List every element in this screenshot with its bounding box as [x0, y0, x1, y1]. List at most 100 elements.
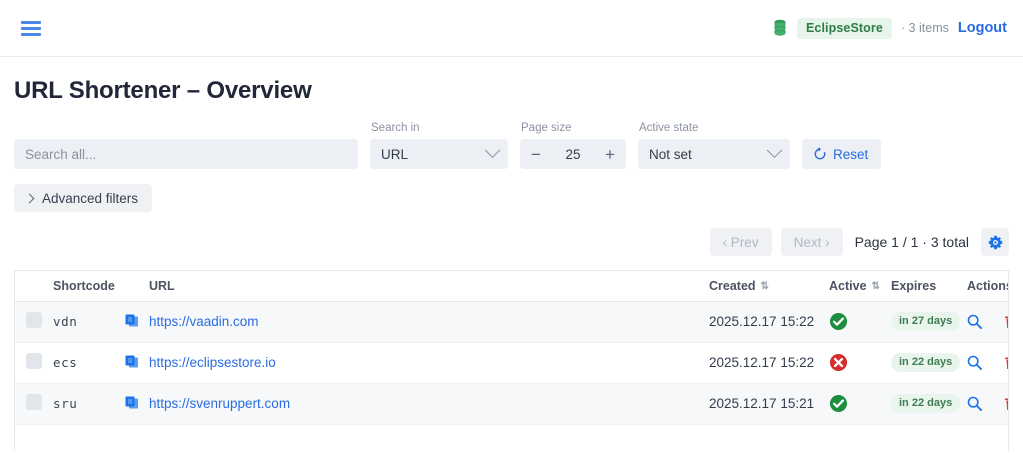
refresh-icon: [814, 147, 826, 160]
created-value: 2025.12.17 15:22: [709, 314, 815, 329]
hamburger-bar: [21, 20, 41, 24]
expires-badge: in 22 days: [891, 394, 961, 413]
row-url-cell: https://vaadin.com: [149, 301, 709, 343]
page-title: URL Shortener – Overview: [14, 77, 312, 104]
row-created-cell: 2025.12.17 15:22: [709, 301, 829, 343]
shortcode-value: ecs: [53, 355, 78, 370]
row-actions: [967, 355, 1009, 370]
row-select-cell: [15, 342, 53, 384]
row-shortcode-cell: ecs: [53, 342, 115, 384]
column-header-shortcode[interactable]: Shortcode: [53, 271, 115, 302]
row-copy-cell: [115, 301, 149, 343]
view-details-icon[interactable]: [967, 314, 982, 329]
table-header-row: Shortcode URL Created ⇅ Active ⇅ Expires A…: [15, 271, 1008, 302]
page-size-decrement-button[interactable]: −: [531, 144, 541, 164]
reset-button[interactable]: Reset: [802, 139, 882, 169]
advanced-filters-toggle[interactable]: Advanced filters: [14, 184, 153, 212]
store-badge: EclipseStore: [797, 17, 892, 39]
hamburger-icon[interactable]: [18, 17, 44, 39]
row-select-checkbox[interactable]: [26, 394, 42, 410]
table-body: vdn https://vaadin.com 2025.12.17 15:22: [15, 301, 1009, 425]
advanced-filters-label: Advanced filters: [42, 190, 139, 206]
url-link[interactable]: https://vaadin.com: [149, 314, 259, 329]
shortcode-value: sru: [53, 396, 78, 411]
row-shortcode-cell: vdn: [53, 301, 115, 343]
row-active-cell: [829, 383, 891, 425]
copy-icon[interactable]: [124, 396, 140, 411]
search-in-value: URL: [381, 146, 409, 162]
chevron-down-icon: [484, 141, 501, 158]
url-link[interactable]: https://svenruppert.com: [149, 396, 291, 411]
column-header-actions: Actions: [967, 271, 1008, 302]
row-expires-cell: in 27 days: [891, 301, 967, 343]
column-header-select: [15, 271, 53, 302]
reset-button-label: Reset: [833, 146, 869, 162]
row-actions: [967, 314, 1009, 329]
active-true-icon: [829, 312, 848, 331]
page-size-stepper[interactable]: − 25 +: [520, 139, 626, 169]
database-icon: [774, 19, 786, 36]
row-url-cell: https://eclipsestore.io: [149, 342, 709, 384]
row-actions-cell: [967, 342, 1009, 384]
copy-icon[interactable]: [124, 355, 140, 370]
page-status: Page 1 / 1 · 3 total: [854, 234, 969, 250]
row-shortcode-cell: sru: [53, 383, 115, 425]
sort-indicator-icon: ⇅: [760, 280, 769, 292]
row-actions-cell: [967, 301, 1009, 343]
expires-badge: in 22 days: [891, 353, 961, 372]
row-active-cell: [829, 342, 891, 384]
chevron-right-icon: [24, 193, 35, 203]
row-created-cell: 2025.12.17 15:22: [709, 342, 829, 384]
prev-page-button[interactable]: ‹ Prev: [709, 228, 772, 256]
table-header: Shortcode URL Created ⇅ Active ⇅ Expires A…: [15, 271, 1008, 302]
top-bar: EclipseStore · 3 items Logout: [0, 0, 1023, 57]
table-settings-button[interactable]: [981, 228, 1009, 256]
page-size-value: 25: [565, 146, 581, 162]
active-state-label: Active state: [639, 122, 699, 134]
top-bar-right: EclipseStore · 3 items Logout: [772, 17, 1007, 39]
row-expires-cell: in 22 days: [891, 383, 967, 425]
search-in-label: Search in: [371, 122, 420, 134]
column-header-active[interactable]: Active ⇅: [829, 271, 891, 302]
view-details-icon[interactable]: [967, 355, 982, 370]
urls-table-element: Shortcode URL Created ⇅ Active ⇅ Expires A…: [15, 271, 1009, 425]
row-select-cell: [15, 383, 53, 425]
pagination-bar: ‹ Prev Next › Page 1 / 1 · 3 total: [0, 212, 1023, 256]
search-in-field: Search in URL: [370, 122, 508, 169]
gear-icon: [988, 235, 1002, 249]
search-input[interactable]: [14, 139, 358, 169]
column-header-url[interactable]: URL: [149, 271, 709, 302]
table-row: sru https://svenruppert.com 2025.12.17 1…: [15, 383, 1009, 425]
search-in-select[interactable]: URL: [370, 139, 508, 169]
active-state-select[interactable]: Not set: [638, 139, 790, 169]
page-size-label: Page size: [521, 122, 572, 134]
hamburger-bar: [21, 26, 41, 30]
row-created-cell: 2025.12.17 15:21: [709, 383, 829, 425]
active-false-icon: [829, 353, 848, 372]
urls-table: Shortcode URL Created ⇅ Active ⇅ Expires A…: [14, 270, 1009, 451]
column-header-copy: [115, 271, 149, 302]
row-copy-cell: [115, 342, 149, 384]
logout-link[interactable]: Logout: [957, 20, 1007, 36]
row-select-cell: [15, 301, 53, 343]
view-details-icon[interactable]: [967, 396, 982, 411]
chevron-down-icon: [766, 141, 783, 158]
active-state-field: Active state Not set: [638, 122, 790, 169]
next-page-button[interactable]: Next ›: [780, 228, 843, 256]
delete-icon[interactable]: [1004, 396, 1009, 411]
row-url-cell: https://svenruppert.com: [149, 383, 709, 425]
row-actions-cell: [967, 383, 1009, 425]
row-copy-cell: [115, 383, 149, 425]
url-link[interactable]: https://eclipsestore.io: [149, 355, 276, 370]
column-header-created[interactable]: Created ⇅: [709, 271, 829, 302]
copy-icon[interactable]: [124, 314, 140, 329]
active-true-icon: [829, 394, 848, 413]
row-select-checkbox[interactable]: [26, 312, 42, 328]
table-row: ecs https://eclipsestore.io 2025.12.17 1…: [15, 342, 1009, 384]
delete-icon[interactable]: [1004, 314, 1009, 329]
expires-badge: in 27 days: [891, 312, 961, 331]
delete-icon[interactable]: [1004, 355, 1009, 370]
column-header-expires[interactable]: Expires: [891, 271, 967, 302]
row-select-checkbox[interactable]: [26, 353, 42, 369]
page-size-increment-button[interactable]: +: [605, 144, 615, 164]
